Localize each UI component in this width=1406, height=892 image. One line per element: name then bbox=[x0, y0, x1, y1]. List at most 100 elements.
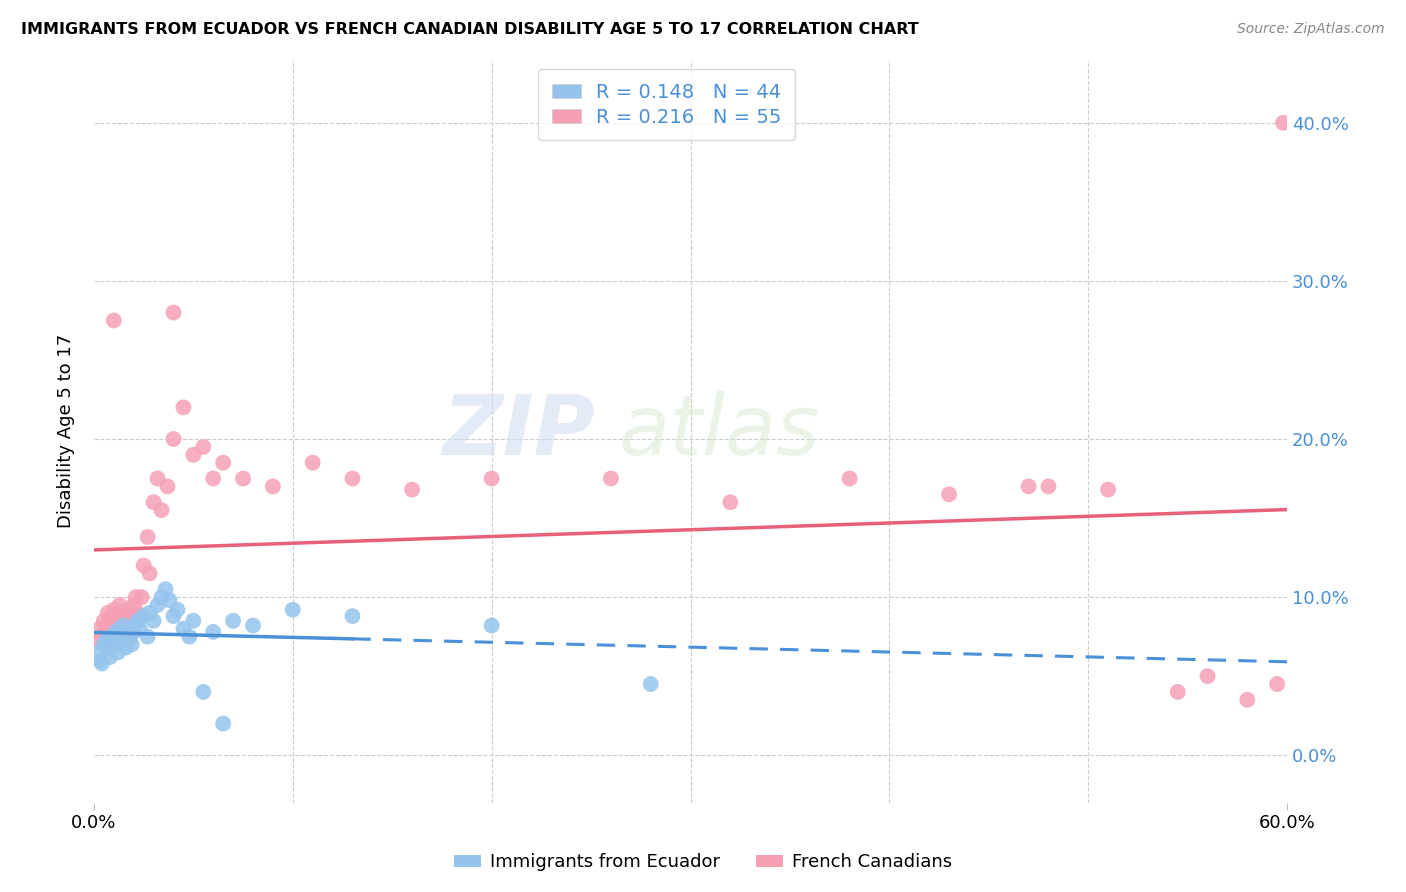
Point bbox=[104, 624, 127, 639]
Point bbox=[179, 630, 201, 644]
Point bbox=[108, 622, 131, 636]
Point bbox=[142, 614, 165, 628]
Point bbox=[401, 483, 423, 497]
Point bbox=[142, 495, 165, 509]
Point bbox=[640, 677, 662, 691]
Point bbox=[132, 558, 155, 573]
Point bbox=[114, 609, 136, 624]
Y-axis label: Disability Age 5 to 17: Disability Age 5 to 17 bbox=[58, 334, 75, 528]
Point bbox=[98, 650, 121, 665]
Point bbox=[114, 640, 136, 655]
Point bbox=[127, 614, 149, 628]
Point bbox=[600, 471, 623, 485]
Point bbox=[138, 606, 160, 620]
Point bbox=[122, 598, 145, 612]
Point bbox=[172, 401, 194, 415]
Point bbox=[838, 471, 860, 485]
Point bbox=[132, 609, 155, 624]
Point bbox=[193, 685, 215, 699]
Point bbox=[162, 432, 184, 446]
Point bbox=[202, 624, 225, 639]
Point bbox=[150, 503, 173, 517]
Point bbox=[118, 631, 141, 645]
Point bbox=[103, 313, 125, 327]
Point bbox=[98, 624, 121, 639]
Point bbox=[172, 622, 194, 636]
Point bbox=[117, 630, 139, 644]
Point bbox=[162, 609, 184, 624]
Point bbox=[150, 590, 173, 604]
Point bbox=[111, 634, 134, 648]
Point bbox=[1272, 116, 1295, 130]
Point bbox=[183, 614, 205, 628]
Point bbox=[127, 606, 149, 620]
Point bbox=[155, 582, 177, 597]
Point bbox=[131, 590, 153, 604]
Point bbox=[112, 622, 135, 636]
Text: IMMIGRANTS FROM ECUADOR VS FRENCH CANADIAN DISABILITY AGE 5 TO 17 CORRELATION CH: IMMIGRANTS FROM ECUADOR VS FRENCH CANADI… bbox=[21, 22, 920, 37]
Point bbox=[1167, 685, 1189, 699]
Point bbox=[103, 636, 125, 650]
Point bbox=[107, 618, 129, 632]
Point bbox=[481, 471, 503, 485]
Point bbox=[97, 640, 120, 655]
Point bbox=[89, 653, 111, 667]
Point bbox=[121, 638, 143, 652]
Point bbox=[136, 530, 159, 544]
Point bbox=[121, 614, 143, 628]
Point bbox=[122, 624, 145, 639]
Text: ZIP: ZIP bbox=[443, 391, 595, 472]
Point bbox=[138, 566, 160, 581]
Point bbox=[103, 603, 125, 617]
Point bbox=[125, 590, 148, 604]
Point bbox=[94, 618, 117, 632]
Point bbox=[301, 456, 323, 470]
Point bbox=[93, 638, 115, 652]
Point bbox=[262, 479, 284, 493]
Point bbox=[212, 716, 235, 731]
Point bbox=[125, 618, 148, 632]
Point bbox=[90, 630, 112, 644]
Point bbox=[107, 645, 129, 659]
Point bbox=[101, 630, 124, 644]
Point bbox=[136, 630, 159, 644]
Text: atlas: atlas bbox=[619, 391, 821, 472]
Point bbox=[97, 606, 120, 620]
Point bbox=[202, 471, 225, 485]
Point bbox=[1097, 483, 1119, 497]
Point bbox=[159, 593, 181, 607]
Point bbox=[104, 614, 127, 628]
Point bbox=[183, 448, 205, 462]
Point bbox=[1236, 693, 1258, 707]
Point bbox=[146, 598, 169, 612]
Legend: Immigrants from Ecuador, French Canadians: Immigrants from Ecuador, French Canadian… bbox=[447, 847, 959, 879]
Point bbox=[87, 634, 110, 648]
Point bbox=[117, 628, 139, 642]
Point bbox=[111, 606, 134, 620]
Point bbox=[222, 614, 245, 628]
Point bbox=[94, 634, 117, 648]
Point bbox=[212, 456, 235, 470]
Point bbox=[162, 305, 184, 319]
Point bbox=[281, 603, 304, 617]
Point bbox=[193, 440, 215, 454]
Point bbox=[146, 471, 169, 485]
Point bbox=[1265, 677, 1288, 691]
Point bbox=[118, 603, 141, 617]
Point bbox=[938, 487, 960, 501]
Point bbox=[156, 479, 179, 493]
Point bbox=[108, 598, 131, 612]
Point bbox=[481, 618, 503, 632]
Point bbox=[93, 614, 115, 628]
Text: Source: ZipAtlas.com: Source: ZipAtlas.com bbox=[1237, 22, 1385, 37]
Point bbox=[1018, 479, 1040, 493]
Point bbox=[128, 622, 150, 636]
Legend: R = 0.148   N = 44, R = 0.216   N = 55: R = 0.148 N = 44, R = 0.216 N = 55 bbox=[538, 70, 796, 140]
Point bbox=[232, 471, 254, 485]
Point bbox=[718, 495, 741, 509]
Point bbox=[87, 645, 110, 659]
Point bbox=[342, 609, 364, 624]
Point bbox=[89, 622, 111, 636]
Point bbox=[1038, 479, 1060, 493]
Point bbox=[342, 471, 364, 485]
